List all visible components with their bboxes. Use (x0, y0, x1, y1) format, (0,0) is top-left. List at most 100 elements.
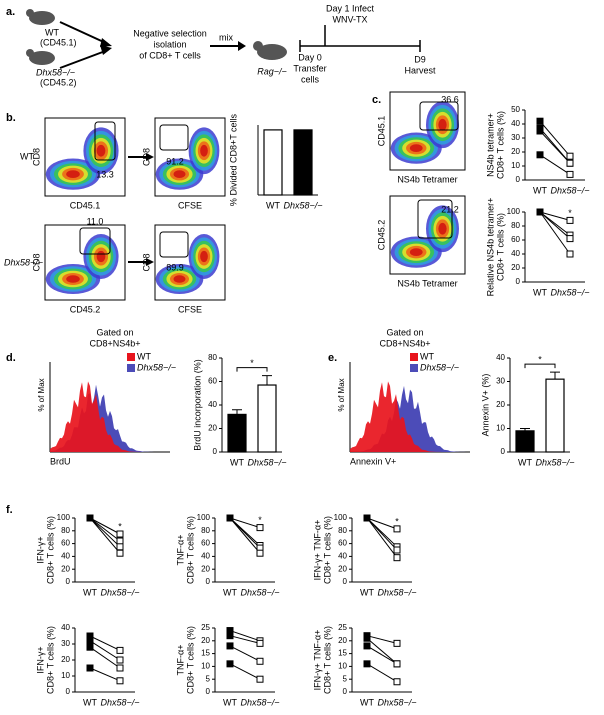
y-tick-label: 0 (516, 277, 521, 286)
marker (256, 675, 264, 683)
y-axis-label: CD8+ T cells (%) (45, 626, 55, 694)
timeline-text: D9 (414, 54, 426, 64)
pair-line (366, 517, 398, 551)
marker (566, 152, 574, 160)
marker (363, 642, 371, 650)
x-tick-label: WT (83, 697, 97, 707)
y-tick-label: 25 (338, 623, 347, 632)
density (66, 170, 80, 179)
y-tick-label: 20 (61, 655, 70, 664)
pair-line (366, 517, 398, 558)
gate (159, 231, 189, 258)
legend-swatch (127, 364, 135, 372)
pair-line (366, 663, 398, 683)
pair-line (89, 667, 121, 682)
error-bar (520, 428, 530, 431)
pair-line (539, 211, 571, 255)
density (173, 275, 186, 283)
y-tick-label: 60 (511, 235, 520, 244)
marker (86, 643, 94, 651)
y-axis-label: IFN-γ+ (35, 536, 45, 563)
axis-label: NS4b Tetramer (397, 278, 457, 288)
marker (116, 549, 124, 557)
axis-label: BrdU (50, 456, 71, 466)
pair-line (89, 517, 121, 535)
timeline-text: cells (301, 74, 320, 84)
histogram (350, 381, 470, 452)
histogram (50, 381, 170, 452)
marker (256, 639, 264, 647)
axis-label: CD45.1 (376, 116, 386, 147)
bar (257, 384, 277, 453)
pair-line (229, 517, 261, 554)
bar (227, 413, 247, 453)
error-bar (262, 375, 272, 386)
y-tick-label: 40 (61, 552, 70, 561)
x-tick-label: Dhx58−/− (550, 185, 589, 195)
density (438, 222, 447, 235)
annotation: * (250, 358, 254, 368)
mouse-icons (26, 9, 287, 65)
axis-label: CD8 (31, 253, 41, 271)
x-tick-label: Dhx58−/− (240, 697, 279, 707)
pair-line (229, 517, 261, 549)
axis-label: Annexin V+ (350, 456, 396, 466)
axis-label: CD8 (31, 148, 41, 166)
axis-label: CD45.1 (70, 200, 101, 210)
significance-bracket (524, 363, 556, 369)
pair-line (229, 630, 261, 642)
x-tick-label: WT (360, 587, 374, 597)
x-tick-label: Dhx58−/− (100, 697, 139, 707)
marker (536, 117, 544, 125)
density (409, 248, 423, 257)
x-tick-label: WT (533, 287, 547, 297)
y-axis-label: TNF-α+ (175, 645, 185, 676)
marker (536, 151, 544, 159)
row-label: WT (20, 151, 34, 161)
timeline-text: Transfer (293, 63, 326, 73)
pair-line (89, 640, 121, 661)
axis-label: CD45.2 (376, 220, 386, 251)
density (438, 118, 447, 131)
y-tick-label: 0 (206, 577, 211, 586)
marker (566, 250, 574, 258)
bar (263, 129, 283, 196)
marker (226, 642, 234, 650)
pair-line (539, 211, 571, 239)
marker (116, 543, 124, 551)
gate-value: 11.0 (87, 216, 104, 226)
panel-label: b. (6, 112, 16, 124)
y-tick-label: 40 (61, 623, 70, 632)
y-tick-label: 80 (511, 221, 520, 230)
y-axis-label: CD8+ T cells (%) (322, 626, 332, 694)
y-tick-label: 100 (197, 513, 211, 522)
y-axis-label: CD8+ T cells (%) (185, 626, 195, 694)
panel-label: e. (328, 352, 337, 364)
y-tick-label: 20 (338, 564, 347, 573)
y-tick-label: 100 (334, 513, 348, 522)
x-tick-label: WT (223, 587, 237, 597)
timeline (299, 25, 421, 52)
step-text: mix (219, 32, 233, 42)
x-tick-label: Dhx58−/− (240, 587, 279, 597)
x-tick-label: WT (223, 697, 237, 707)
y-tick-label: 20 (511, 147, 520, 156)
donor-label: Dhx58−/− (36, 67, 75, 77)
y-tick-label: 30 (61, 639, 70, 648)
y-axis-label: Annexin V+ (%) (480, 374, 490, 437)
pair-line (539, 120, 571, 157)
y-tick-label: 60 (61, 539, 70, 548)
y-tick-label: 10 (61, 671, 70, 680)
pair-line (229, 635, 261, 644)
y-tick-label: 15 (201, 649, 210, 658)
y-tick-label: 100 (57, 513, 71, 522)
axis-label: % of Max (37, 378, 46, 411)
y-tick-label: 0 (66, 687, 71, 696)
donor-marker: (CD45.1) (40, 37, 77, 47)
marker (363, 634, 371, 642)
marker (363, 660, 371, 668)
y-tick-label: 10 (511, 161, 520, 170)
pair-line (89, 646, 121, 669)
y-tick-label: 25 (201, 623, 210, 632)
